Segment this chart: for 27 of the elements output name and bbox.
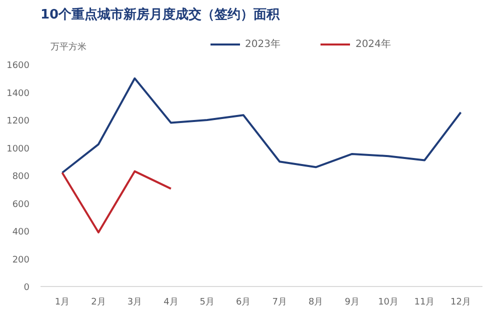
x-tick-label: 10月 [378, 298, 399, 308]
x-tick-label: 7月 [272, 298, 287, 308]
x-tick-label: 6月 [236, 298, 251, 308]
x-tick-label: 12月 [450, 298, 471, 308]
y-tick-label: 1200 [6, 116, 30, 126]
y-tick-label: 1400 [6, 88, 30, 99]
x-tick-label: 1月 [54, 298, 70, 308]
y-axis-title: 万平方米 [50, 42, 86, 52]
legend-label: 2024年 [355, 38, 391, 51]
legend-label: 2023年 [245, 38, 280, 51]
x-tick-label: 8月 [308, 298, 324, 308]
y-tick-label: 600 [12, 200, 30, 210]
y-tick-label: 0 [24, 283, 30, 293]
line-series [61, 170, 172, 234]
x-tick-label: 5月 [200, 298, 215, 308]
x-tick-label: 3月 [127, 298, 142, 308]
x-tick-label: 11月 [414, 298, 435, 308]
x-tick-label: 2月 [91, 298, 106, 308]
y-tick-label: 400 [12, 228, 30, 238]
x-tick-label: 9月 [344, 298, 360, 308]
line-series [61, 77, 462, 174]
x-tick-label: 4月 [164, 298, 178, 308]
chart-title: 10个重点城市新房月度成交（签约）面积 [40, 6, 281, 22]
y-tick-label: 200 [12, 255, 30, 266]
y-tick-label: 800 [12, 172, 30, 182]
y-tick-label: 1000 [6, 144, 30, 154]
y-tick-label: 1600 [6, 61, 30, 71]
